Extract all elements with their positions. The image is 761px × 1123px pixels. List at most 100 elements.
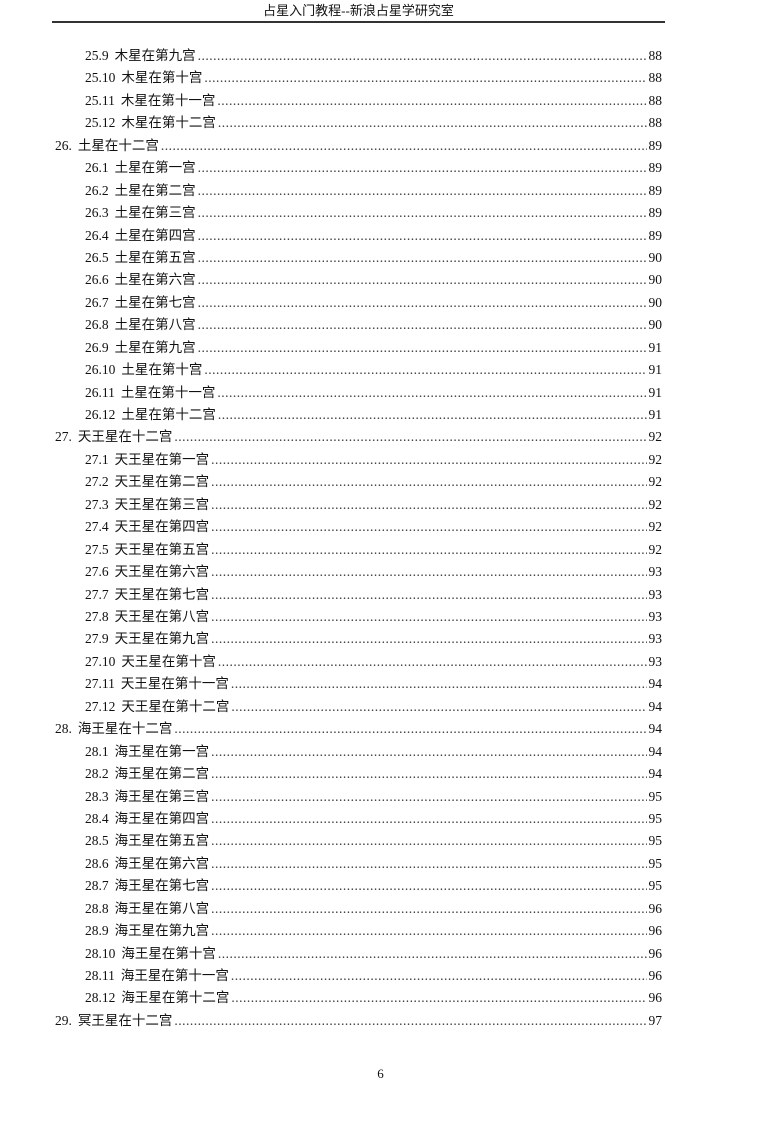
toc-entry-number: 27.3	[85, 496, 109, 512]
toc-entry-number: 26.9	[85, 339, 109, 355]
toc-section-entry[interactable]: 27.2 天王星在第二宫 92	[85, 471, 662, 493]
toc-chapter-entry[interactable]: 28. 海王星在十二宫 94	[55, 718, 662, 740]
toc-entry-title: 土星在第十一宫	[120, 384, 216, 400]
toc-entry-page: 90	[648, 272, 663, 288]
toc-section-entry[interactable]: 27.11 天王星在第十一宫 94	[85, 673, 662, 695]
toc-entry-page: 95	[648, 878, 663, 894]
toc-entry-number: 27.5	[85, 541, 109, 557]
toc-leader-dots	[204, 359, 646, 381]
toc-leader-dots	[231, 673, 647, 695]
toc-entry-number: 28.1	[85, 743, 109, 759]
toc-entry-title: 土星在第三宫	[114, 205, 196, 221]
toc-section-entry[interactable]: 26.4 土星在第四宫 89	[85, 225, 662, 247]
toc-section-entry[interactable]: 25.9 木星在第九宫 88	[85, 45, 662, 67]
toc-entry-title: 海王星在第九宫	[114, 923, 210, 939]
toc-entry-title: 土星在第十宫	[121, 362, 203, 378]
toc-leader-dots	[218, 112, 647, 134]
toc-section-entry[interactable]: 27.5 天王星在第五宫 92	[85, 539, 662, 561]
toc-entry-title: 天王星在第八宫	[114, 609, 210, 624]
toc-entry-number: 27.2	[85, 474, 109, 490]
toc-leader-dots	[211, 853, 646, 875]
toc-entry-title: 土星在第八宫	[114, 317, 196, 333]
toc-section-entry[interactable]: 28.9 海王星在第九宫 96	[85, 920, 662, 942]
toc-entry-title: 土星在第九宫	[114, 339, 196, 355]
toc-entry-number: 27.8	[85, 609, 109, 624]
toc-section-entry[interactable]: 28.1 海王星在第一宫 94	[85, 741, 662, 763]
toc-section-entry[interactable]: 28.2 海王星在第二宫 94	[85, 763, 662, 785]
toc-entry-number: 27.4	[85, 519, 109, 535]
toc-section-entry[interactable]: 26.8 土星在第八宫 90	[85, 314, 662, 336]
toc-entry-title: 海王星在第六宫	[114, 855, 210, 871]
toc-section-entry[interactable]: 28.12 海王星在第十二宫 96	[85, 987, 662, 1009]
toc-section-entry[interactable]: 26.11 土星在第十一宫 91	[85, 382, 662, 404]
toc-section-entry[interactable]: 28.3 海王星在第三宫 95	[85, 786, 662, 808]
toc-section-entry[interactable]: 27.7 天王星在第七宫 93	[85, 584, 662, 606]
toc-entry-title: 天王星在第二宫	[114, 474, 210, 490]
toc-chapter-entry[interactable]: 27. 天王星在十二宫 92	[55, 426, 662, 448]
toc-section-entry[interactable]: 28.7 海王星在第七宫 95	[85, 875, 662, 897]
toc-section-entry[interactable]: 27.1 天王星在第一宫 92	[85, 449, 662, 471]
toc-leader-dots	[161, 135, 647, 157]
toc-section-entry[interactable]: 26.6 土星在第六宫 90	[85, 269, 662, 291]
toc-section-entry[interactable]: 26.3 土星在第三宫 89	[85, 202, 662, 224]
toc-entry-number: 27.	[55, 429, 72, 445]
toc-section-entry[interactable]: 28.5 海王星在第五宫 95	[85, 830, 662, 852]
toc-entry-number: 26.4	[85, 227, 109, 243]
toc-entry-title: 海王星在第一宫	[114, 743, 210, 759]
toc-section-entry[interactable]: 27.8 天王星在第八宫 93	[85, 606, 662, 628]
toc-entry-number: 25.11	[85, 92, 115, 108]
toc-section-entry[interactable]: 26.1 土星在第一宫 89	[85, 157, 662, 179]
toc-section-entry[interactable]: 28.10 海王星在第十宫 96	[85, 943, 662, 965]
toc-leader-dots	[211, 830, 646, 852]
toc-section-entry[interactable]: 27.12 天王星在第十二宫 94	[85, 696, 662, 718]
toc-entry-title: 海王星在第十宫	[121, 945, 216, 961]
toc-entry-number: 28.4	[85, 810, 109, 826]
toc-section-entry[interactable]: 27.3 天王星在第三宫 92	[85, 494, 662, 516]
toc-entry-number: 28.6	[85, 855, 109, 871]
toc-section-entry[interactable]: 28.8 海王星在第八宫 96	[85, 898, 662, 920]
toc-entry-page: 92	[648, 474, 663, 490]
toc-entry-title: 海王星在第七宫	[114, 878, 210, 894]
toc-entry-title: 海王星在第八宫	[114, 900, 210, 916]
toc-chapter-entry[interactable]: 26. 土星在十二宫 89	[55, 135, 662, 157]
toc-section-entry[interactable]: 28.4 海王星在第四宫 95	[85, 808, 662, 830]
toc-entry-page: 90	[648, 317, 663, 333]
toc-entry-title: 天王星在第四宫	[114, 519, 210, 535]
toc-entry-title: 海王星在十二宫	[77, 721, 173, 737]
toc-entry-title: 海王星在第二宫	[114, 766, 210, 782]
toc-leader-dots	[211, 875, 646, 897]
toc-section-entry[interactable]: 27.6 天王星在第六宫 93	[85, 561, 662, 583]
toc-entry-title: 海王星在第十二宫	[121, 990, 230, 1006]
toc-section-entry[interactable]: 26.12 土星在第十二宫 91	[85, 404, 662, 426]
toc-chapter-entry[interactable]: 29. 冥王星在十二宫 97	[55, 1010, 662, 1032]
toc-section-entry[interactable]: 27.4 天王星在第四宫 92	[85, 516, 662, 538]
toc-entry-page: 96	[648, 968, 663, 984]
toc-section-entry[interactable]: 26.10 土星在第十宫 91	[85, 359, 662, 381]
toc-section-entry[interactable]: 28.6 海王星在第六宫 95	[85, 853, 662, 875]
toc-section-entry[interactable]: 25.10 木星在第十宫 88	[85, 67, 662, 89]
toc-leader-dots	[211, 561, 646, 583]
toc-leader-dots	[211, 516, 646, 538]
toc-section-entry[interactable]: 25.11 木星在第十一宫 88	[85, 90, 662, 112]
toc-leader-dots	[211, 763, 646, 785]
toc-leader-dots	[218, 651, 647, 673]
toc-entry-page: 92	[648, 496, 663, 512]
toc-entry-title: 冥王星在十二宫	[77, 1012, 173, 1028]
toc-leader-dots	[231, 965, 647, 987]
toc-entry-page: 92	[648, 451, 663, 467]
toc-section-entry[interactable]: 26.7 土星在第七宫 90	[85, 292, 662, 314]
toc-entry-title: 天王星在第六宫	[114, 564, 210, 580]
toc-section-entry[interactable]: 27.10 天王星在第十宫 93	[85, 651, 662, 673]
toc-entry-page: 94	[648, 766, 663, 782]
toc-entry-title: 天王星在第三宫	[114, 496, 210, 512]
toc-section-entry[interactable]: 26.9 土星在第九宫 91	[85, 337, 662, 359]
toc-section-entry[interactable]: 26.5 土星在第五宫 90	[85, 247, 662, 269]
toc-entry-title: 天王星在第一宫	[114, 451, 210, 467]
page-number: 6	[377, 1066, 384, 1081]
toc-section-entry[interactable]: 25.12 木星在第十二宫 88	[85, 112, 662, 134]
toc-section-entry[interactable]: 26.2 土星在第二宫 89	[85, 180, 662, 202]
toc-section-entry[interactable]: 28.11 海王星在第十一宫 96	[85, 965, 662, 987]
toc-entry-number: 26.2	[85, 182, 109, 198]
toc-section-entry[interactable]: 27.9 天王星在第九宫 93	[85, 628, 662, 650]
toc-leader-dots	[211, 786, 646, 808]
